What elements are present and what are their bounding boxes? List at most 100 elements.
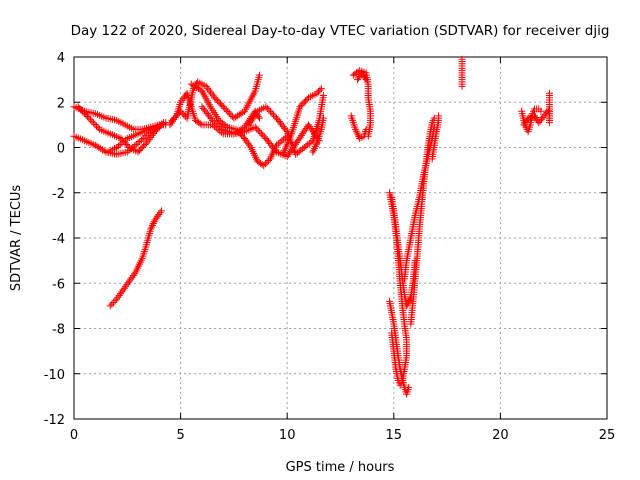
data-point bbox=[274, 140, 282, 148]
data-point bbox=[209, 116, 217, 124]
data-point bbox=[177, 98, 185, 106]
data-point bbox=[310, 144, 318, 152]
data-point bbox=[82, 111, 90, 119]
y-tick-label: -4 bbox=[52, 232, 65, 247]
data-point bbox=[116, 290, 124, 298]
data-point bbox=[354, 131, 362, 139]
axis-ticks: 0 5 10 15 20 25 -12 -10 -8 -6 -4 -2 0 2 4 bbox=[44, 51, 616, 443]
data-point bbox=[137, 145, 145, 153]
data-point bbox=[196, 86, 204, 94]
data-point bbox=[128, 273, 136, 281]
data-point bbox=[88, 117, 96, 125]
data-point bbox=[125, 277, 133, 285]
data-point bbox=[269, 111, 277, 119]
data-point bbox=[138, 136, 146, 144]
data-point bbox=[300, 98, 308, 106]
y-tick-label: 0 bbox=[57, 142, 65, 157]
data-point bbox=[266, 108, 274, 116]
data-point bbox=[251, 123, 259, 131]
series-track-4 bbox=[104, 123, 163, 156]
data-point bbox=[83, 112, 91, 120]
data-point bbox=[156, 209, 164, 217]
data-point bbox=[296, 133, 304, 141]
data-point bbox=[166, 121, 174, 129]
data-point bbox=[276, 138, 284, 146]
data-point bbox=[296, 103, 304, 111]
data-point bbox=[141, 140, 149, 148]
data-point bbox=[263, 104, 271, 112]
data-point bbox=[280, 135, 288, 143]
data-point bbox=[157, 122, 165, 130]
data-point bbox=[244, 140, 252, 148]
data-point bbox=[158, 120, 166, 128]
data-point bbox=[294, 137, 302, 145]
data-point bbox=[114, 142, 122, 150]
data-point bbox=[313, 89, 321, 97]
data-point bbox=[257, 130, 265, 138]
data-point bbox=[230, 114, 238, 122]
data-point bbox=[216, 122, 224, 130]
series-track-3 bbox=[74, 103, 168, 156]
data-point bbox=[255, 114, 263, 122]
data-point bbox=[351, 125, 359, 133]
data-point bbox=[187, 80, 195, 88]
data-point bbox=[151, 216, 159, 224]
data-point bbox=[225, 109, 233, 117]
data-point bbox=[222, 106, 230, 114]
data-point bbox=[97, 145, 105, 153]
data-point bbox=[214, 121, 222, 129]
data-point bbox=[405, 296, 413, 304]
data-point bbox=[353, 129, 361, 137]
data-point bbox=[157, 207, 165, 215]
data-point bbox=[256, 128, 264, 136]
data-point bbox=[179, 95, 187, 103]
data-point bbox=[297, 101, 305, 109]
data-point bbox=[352, 127, 360, 135]
data-point bbox=[215, 98, 223, 106]
y-tick-label: 2 bbox=[57, 96, 65, 111]
data-point bbox=[211, 94, 219, 102]
data-point bbox=[299, 100, 307, 108]
data-point bbox=[263, 158, 271, 166]
series-track-9 bbox=[198, 103, 323, 161]
series-track-15 bbox=[354, 69, 370, 84]
data-point bbox=[85, 114, 93, 122]
data-point bbox=[180, 111, 188, 119]
data-point bbox=[255, 71, 263, 79]
data-point bbox=[120, 284, 128, 292]
data-point bbox=[212, 119, 220, 127]
data-point bbox=[134, 148, 142, 156]
data-point bbox=[302, 97, 310, 105]
data-point bbox=[545, 89, 553, 97]
data-point bbox=[95, 144, 103, 151]
data-point bbox=[123, 281, 131, 289]
data-point bbox=[282, 126, 290, 134]
data-point bbox=[405, 383, 413, 391]
data-point bbox=[194, 85, 202, 93]
data-point bbox=[114, 293, 122, 301]
x-tick-label: 25 bbox=[599, 428, 616, 443]
data-point bbox=[233, 112, 241, 120]
data-point bbox=[136, 137, 144, 145]
x-tick-label: 5 bbox=[176, 428, 184, 443]
data-point bbox=[254, 126, 262, 134]
series-track-13 bbox=[347, 112, 370, 142]
data-point bbox=[196, 120, 204, 128]
data-point bbox=[260, 162, 268, 170]
data-point bbox=[138, 144, 146, 151]
data-point bbox=[361, 74, 369, 82]
data-point bbox=[286, 149, 294, 157]
chart-title: Day 122 of 2020, Sidereal Day-to-day VTE… bbox=[71, 23, 610, 39]
data-point bbox=[89, 119, 97, 127]
data-point bbox=[319, 91, 327, 99]
data-point bbox=[284, 151, 292, 159]
data-points bbox=[70, 55, 553, 398]
data-point bbox=[106, 302, 114, 310]
data-point bbox=[139, 134, 147, 142]
x-tick-label: 0 bbox=[70, 428, 78, 443]
series-track-24 bbox=[520, 89, 553, 129]
data-point bbox=[217, 124, 225, 132]
data-point bbox=[243, 138, 251, 146]
data-point bbox=[113, 144, 121, 151]
